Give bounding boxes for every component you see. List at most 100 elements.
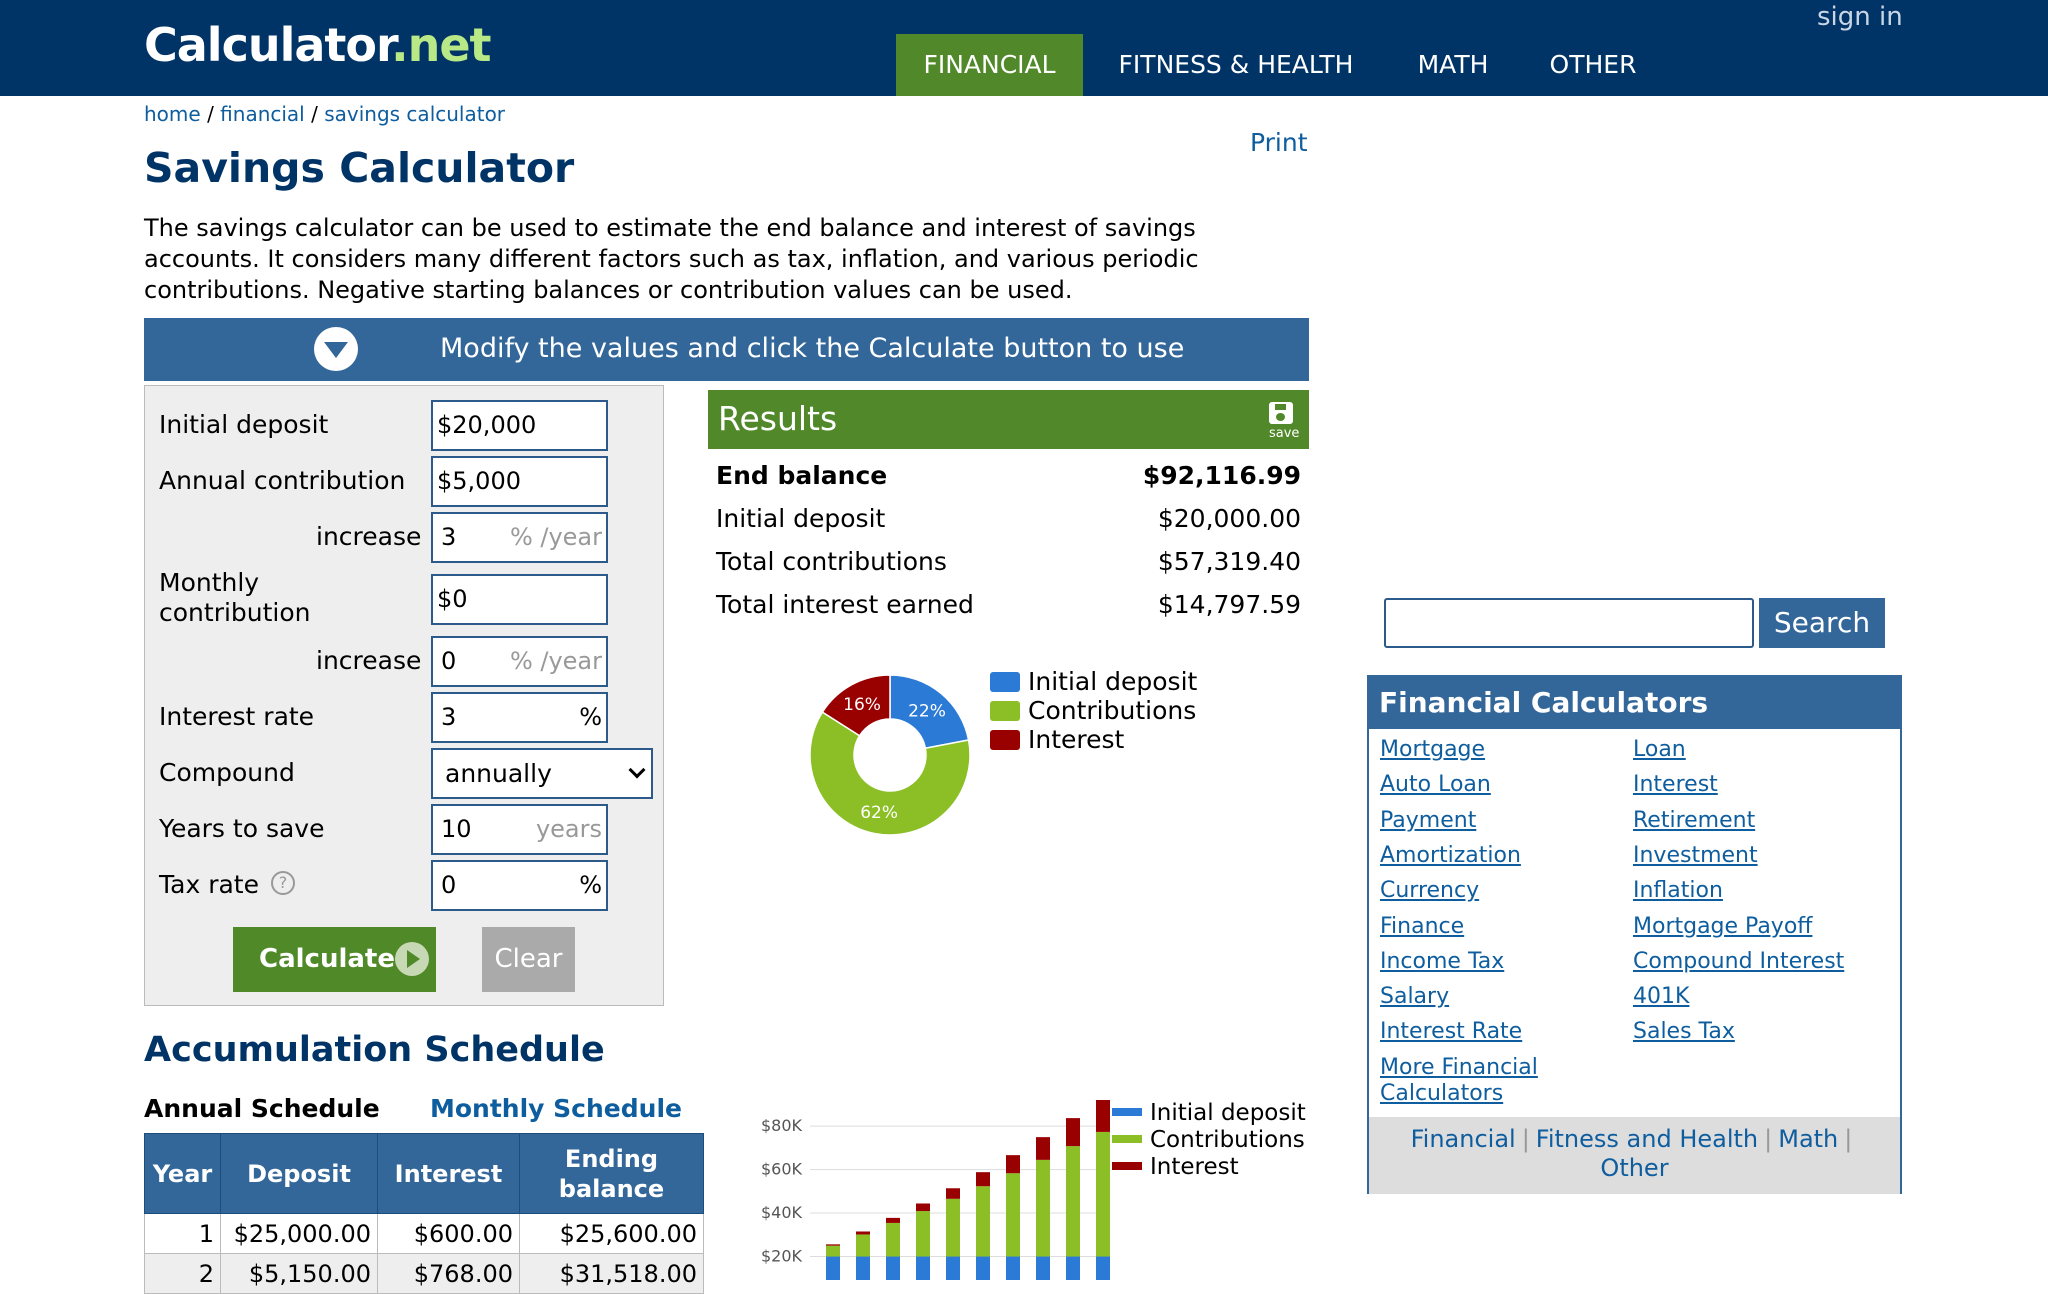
site-logo[interactable]: Calculator.net: [144, 18, 492, 72]
years-to-save-value: 10: [441, 815, 472, 843]
financial-link-loan[interactable]: Loan: [1633, 737, 1686, 762]
calculate-button-label: Calculate: [259, 944, 395, 974]
footer-link-math[interactable]: Math: [1778, 1125, 1839, 1153]
play-icon: [395, 942, 429, 976]
table-cell-deposit: $5,150.00: [220, 1253, 378, 1294]
y-tick-label: $20K: [761, 1247, 803, 1266]
percent-per-year-suffix: % /year: [509, 523, 602, 551]
annual-increase-input[interactable]: 3 % /year: [431, 512, 608, 563]
financial-link-compound-interest[interactable]: Compound Interest: [1633, 948, 1845, 974]
bar-segment: [946, 1198, 960, 1257]
years-to-save-input[interactable]: 10 years: [431, 804, 608, 855]
breadcrumb-home[interactable]: home: [144, 102, 201, 126]
interest-rate-input[interactable]: 3 %: [431, 692, 608, 743]
chevron-down-icon[interactable]: [314, 327, 358, 371]
tax-rate-label: Tax rate: [159, 870, 259, 899]
compound-select[interactable]: annually: [431, 748, 653, 799]
financial-link-sales-tax[interactable]: Sales Tax: [1633, 1019, 1735, 1045]
column-header-interest: Interest: [377, 1133, 520, 1214]
chevron-down-icon: [628, 761, 646, 779]
bar-segment: [826, 1245, 840, 1257]
top-navigation-bar: Calculator.net sign in FINANCIAL FITNESS…: [0, 0, 2048, 96]
search-button[interactable]: Search: [1759, 598, 1885, 648]
search-input[interactable]: [1384, 598, 1754, 648]
table-cell-deposit: $25,000.00: [220, 1213, 378, 1254]
table-cell-ending-balance: $31,518.00: [519, 1253, 704, 1294]
financial-link-currency[interactable]: Currency: [1380, 878, 1480, 904]
pie-slice-label: 16%: [843, 695, 881, 715]
pie-slice: [889, 674, 970, 750]
modify-values-banner[interactable]: Modify the values and click the Calculat…: [144, 318, 1309, 381]
financial-link-finance[interactable]: Finance: [1380, 913, 1465, 939]
initial-deposit-input[interactable]: $20,000: [431, 400, 608, 451]
pie-slice: [821, 674, 891, 737]
financial-link-investment[interactable]: Investment: [1633, 842, 1758, 868]
initial-deposit-label: Initial deposit: [159, 410, 329, 439]
table-cell-ending-balance: $25,600.00: [519, 1213, 704, 1254]
financial-link-income-tax[interactable]: Income Tax: [1380, 948, 1505, 974]
nav-financial[interactable]: FINANCIAL: [896, 34, 1083, 96]
bar-segment: [1066, 1118, 1080, 1147]
bar-segment: [1096, 1100, 1110, 1132]
monthly-contribution-input[interactable]: $0: [431, 574, 608, 625]
monthly-increase-input[interactable]: 0 % /year: [431, 636, 608, 687]
breadcrumb-financial[interactable]: financial: [220, 102, 305, 126]
financial-link-amortization[interactable]: Amortization: [1380, 842, 1521, 868]
tax-rate-input[interactable]: 0 %: [431, 860, 608, 911]
result-value: $57,319.40: [1157, 547, 1301, 576]
years-to-save-label: Years to save: [159, 814, 325, 843]
footer-separator: |: [1521, 1125, 1530, 1153]
nav-math[interactable]: MATH: [1417, 50, 1489, 79]
financial-link-salary[interactable]: Salary: [1380, 984, 1450, 1010]
percent-suffix: %: [579, 703, 602, 731]
annual-increase-label: increase: [316, 522, 422, 551]
help-icon[interactable]: ?: [271, 871, 295, 895]
financial-calculators-box: Financial Calculators More Financial Cal…: [1367, 675, 1902, 1194]
bar-segment: [1066, 1146, 1080, 1257]
legend-label: Initial deposit: [1028, 667, 1198, 696]
bar-segment: [1036, 1256, 1050, 1280]
calculate-button[interactable]: Calculate: [233, 927, 436, 992]
footer-link-other[interactable]: Other: [1600, 1154, 1669, 1182]
save-label[interactable]: save: [1269, 426, 1300, 441]
legend-label: Contributions: [1150, 1127, 1305, 1153]
financial-link-interest[interactable]: Interest: [1633, 772, 1718, 798]
pie-slice-label: 62%: [860, 803, 898, 823]
interest-rate-value: 3: [441, 703, 457, 731]
bar-segment: [886, 1256, 900, 1280]
print-link[interactable]: Print: [1250, 128, 1308, 157]
annual-schedule-tab[interactable]: Annual Schedule: [144, 1094, 380, 1123]
footer-link-financial[interactable]: Financial: [1410, 1125, 1516, 1153]
intro-paragraph: The savings calculator can be used to es…: [144, 214, 1199, 304]
bar-segment: [916, 1256, 930, 1280]
legend-swatch-blue: [990, 672, 1020, 692]
more-financial-calculators-link[interactable]: More Financial Calculators: [1380, 1055, 1538, 1107]
nav-fitness-health[interactable]: FITNESS & HEALTH: [1118, 50, 1354, 79]
legend-swatch: [1112, 1162, 1142, 1170]
financial-link-retirement[interactable]: Retirement: [1633, 807, 1756, 833]
sign-in-link[interactable]: sign in: [1817, 2, 1903, 32]
clear-button[interactable]: Clear: [482, 927, 575, 992]
financial-link-mortgage[interactable]: Mortgage: [1380, 737, 1486, 762]
footer-link-fitness-health[interactable]: Fitness and Health: [1535, 1125, 1759, 1153]
financial-link-auto-loan[interactable]: Auto Loan: [1380, 772, 1491, 798]
financial-link-401k[interactable]: 401K: [1633, 984, 1690, 1010]
save-icon[interactable]: [1269, 402, 1293, 424]
result-label: Total interest earned: [716, 590, 974, 619]
percent-per-year-suffix: % /year: [509, 647, 602, 675]
breadcrumb-current[interactable]: savings calculator: [324, 102, 506, 126]
financial-link-mortgage-payoff[interactable]: Mortgage Payoff: [1633, 913, 1813, 939]
table-header-row: Year Deposit Interest Ending balance: [144, 1133, 704, 1214]
financial-link-interest-rate[interactable]: Interest Rate: [1380, 1019, 1523, 1045]
modify-banner-text: Modify the values and click the Calculat…: [440, 333, 1185, 364]
financial-calculators-title: Financial Calculators: [1369, 677, 1900, 729]
accumulation-bar-chart: $20K $40K $60K $80K Initial depositContribut…: [761, 1100, 1306, 1280]
monthly-schedule-link[interactable]: Monthly Schedule: [430, 1094, 682, 1123]
financial-link-inflation[interactable]: Inflation: [1633, 878, 1723, 904]
annual-contribution-input[interactable]: $5,000: [431, 456, 608, 507]
nav-other[interactable]: OTHER: [1549, 50, 1637, 79]
bar-segment: [1096, 1256, 1110, 1280]
breadcrumb: home / financial / savings calculator: [144, 102, 505, 126]
financial-link-payment[interactable]: Payment: [1380, 807, 1477, 833]
bar-segment: [856, 1256, 870, 1280]
